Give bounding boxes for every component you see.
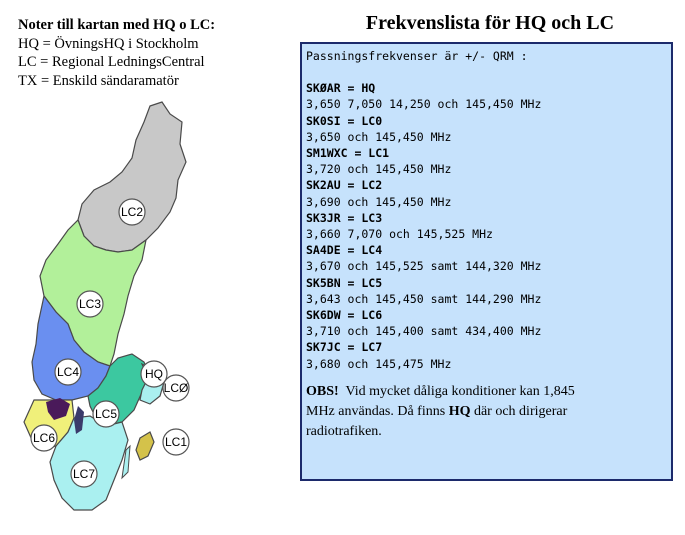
region-lc2	[77, 101, 187, 253]
obs-label: OBS!	[306, 383, 339, 399]
frequencies: 3,690 och 145,450 MHz	[306, 194, 452, 209]
label-lc6: LC6	[30, 424, 58, 452]
obs-hq: HQ	[448, 403, 471, 419]
entry-lc6: SK6DW = LC6 3,710 och 145,400 samt 434,4…	[306, 307, 671, 339]
label-lc4: LC4	[54, 358, 82, 386]
callsign: SKØAR = HQ	[306, 81, 376, 96]
frequency-intro: Passningsfrekvenser är +/- QRM :	[306, 49, 528, 63]
callsign: SM1WXC = LC1	[306, 146, 390, 161]
notes-line-hq: HQ = ÖvningsHQ i Stockholm	[18, 35, 199, 52]
svg-text:HQ: HQ	[145, 367, 163, 381]
frequencies: 3,710 och 145,400 samt 434,400 MHz	[306, 324, 542, 339]
label-lc0: LCØ	[162, 374, 190, 402]
frequencies: 3,680 och 145,475 MHz	[306, 356, 452, 371]
label-lc3: LC3	[76, 290, 104, 318]
entry-lc7: SK7JC = LC7 3,680 och 145,475 MHz	[306, 339, 671, 371]
obs-text-after: där och dirigerar radiotrafiken.	[306, 403, 568, 439]
obs-text-before: Vid mycket dåliga konditioner kan 1,845 …	[306, 383, 575, 419]
lake-vattern	[74, 406, 84, 434]
svg-text:LC6: LC6	[33, 431, 55, 445]
frequency-list: Passningsfrekvenser är +/- QRM : SKØAR =…	[306, 48, 671, 372]
map-notes: Noter till kartan med HQ o LC: HQ = Övni…	[18, 16, 288, 90]
svg-text:LC3: LC3	[79, 297, 101, 311]
callsign: SK6DW = LC6	[306, 308, 383, 323]
island-oland	[121, 444, 131, 480]
label-hq: HQ	[140, 360, 168, 388]
callsign: SK3JR = LC3	[306, 210, 383, 225]
frequencies: 3,660 7,070 och 145,525 MHz	[306, 227, 493, 242]
callsign: SA4DE = LC4	[306, 243, 383, 258]
svg-text:LC5: LC5	[95, 407, 117, 421]
svg-text:LC1: LC1	[165, 435, 187, 449]
entry-lc2: SK2AU = LC2 3,690 och 145,450 MHz	[306, 177, 671, 209]
region-lc1-gotland	[135, 431, 155, 461]
label-lc7: LC7	[70, 460, 98, 488]
lake-vanern	[46, 398, 70, 420]
entry-lc4: SA4DE = LC4 3,670 och 145,525 samt 144,3…	[306, 242, 671, 274]
entry-lc5: SK5BN = LC5 3,643 och 145,450 samt 144,2…	[306, 275, 671, 307]
callsign: SK2AU = LC2	[306, 178, 383, 193]
svg-text:LCØ: LCØ	[164, 381, 189, 395]
notes-line-tx: TX = Enskild sändaramatör	[18, 72, 179, 89]
callsign: SK7JC = LC7	[306, 340, 383, 355]
notes-title: Noter till kartan med HQ o LC:	[18, 17, 216, 33]
page-title: Frekvenslista för HQ och LC	[365, 12, 615, 34]
notes-line-lc: LC = Regional LedningsCentral	[18, 54, 205, 70]
svg-text:LC7: LC7	[73, 467, 95, 481]
frequency-list-box: Passningsfrekvenser är +/- QRM : SKØAR =…	[300, 42, 673, 481]
label-lc2: LC2	[118, 198, 146, 226]
callsign: SK5BN = LC5	[306, 275, 383, 290]
callsign: SK0SI = LC0	[306, 113, 383, 128]
obs-note: OBS! Vid mycket dåliga konditioner kan 1…	[306, 382, 606, 442]
label-lc1: LC1	[162, 428, 190, 456]
svg-text:LC4: LC4	[57, 365, 79, 379]
frequencies: 3,670 och 145,525 samt 144,320 MHz	[306, 259, 542, 274]
entry-lc0: SK0SI = LC0 3,650 och 145,450 MHz	[306, 113, 671, 145]
frequencies: 3,650 och 145,450 MHz	[306, 129, 452, 144]
svg-text:LC2: LC2	[121, 205, 143, 219]
frequencies: 3,643 och 145,450 samt 144,290 MHz	[306, 291, 542, 306]
entry-hq: SKØAR = HQ 3,650 7,050 14,250 och 145,45…	[306, 80, 671, 112]
frequencies: 3,650 7,050 14,250 och 145,450 MHz	[306, 97, 542, 112]
frequencies: 3,720 och 145,450 MHz	[306, 162, 452, 177]
label-lc5: LC5	[92, 400, 120, 428]
entry-lc1: SM1WXC = LC1 3,720 och 145,450 MHz	[306, 145, 671, 177]
sweden-region-map: LC2 LC3 LC4 LC5 LC6 LC7 HQ LCØ LC1	[23, 101, 190, 511]
entry-lc3: SK3JR = LC3 3,660 7,070 och 145,525 MHz	[306, 210, 671, 242]
